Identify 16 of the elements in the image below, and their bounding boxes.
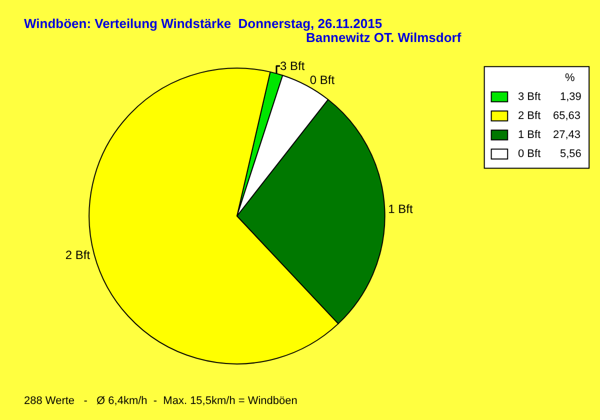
text: 288 Werte - Ø 6,4km/h - Max. 15,5km/h = Windböen: [24, 395, 298, 407]
chart-title: Windböen: Verteilung Windstärke Donnerstag, 26.11.2015: [24, 16, 382, 31]
data-label: 5,56: [560, 148, 582, 160]
slice-label: 2 Bft: [65, 248, 91, 262]
slice-label: 0 Bft: [310, 73, 336, 88]
legend-label: 0 Bft: [518, 148, 541, 160]
legend-label: 3 Bft: [518, 91, 541, 103]
chart-subtitle: Bannewitz OT. Wilmsdorf: [306, 30, 462, 45]
legend-label: 1 Bft: [518, 129, 541, 141]
data-label: 27,43: [553, 129, 581, 141]
slice-label: 3 Bft: [280, 59, 306, 74]
data-label: 1,39: [560, 91, 582, 103]
data-label: 65,63: [553, 110, 581, 122]
slice-label: 1 Bft: [388, 202, 414, 216]
legend-title: %: [565, 72, 575, 84]
legend-label: 2 Bft: [518, 110, 541, 122]
